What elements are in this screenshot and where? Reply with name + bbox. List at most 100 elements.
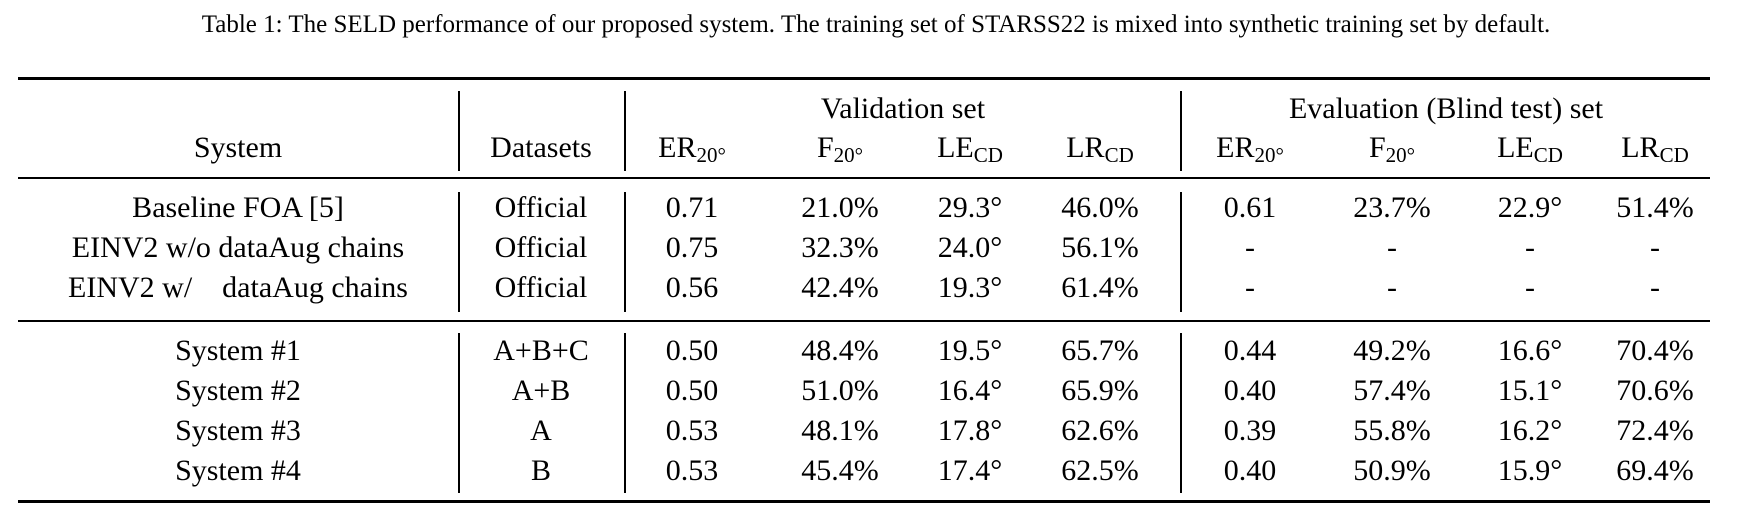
metric-subscript: CD <box>973 143 1003 167</box>
value-cell: - <box>1650 271 1660 304</box>
datasets-column-header: Datasets <box>490 131 592 164</box>
value-cell: 24.0° <box>937 231 1003 264</box>
value-cell: 19.5° <box>937 334 1003 367</box>
value-cell: 15.9° <box>1497 454 1563 487</box>
value-cell: 42.4% <box>801 271 879 304</box>
value-cell: 51.4% <box>1616 191 1694 224</box>
system-cell: EINV2 w/ dataAug chains <box>68 271 408 304</box>
value-cell: 0.39 <box>1223 414 1277 447</box>
value-cell: 22.9° <box>1497 191 1563 224</box>
table-caption: Table 1: The SELD performance of our pro… <box>201 11 1551 38</box>
metric-name: LR <box>1066 131 1105 164</box>
value-cell: 48.1% <box>801 414 879 447</box>
metric-header-evaluation-er: ER20° <box>1216 128 1284 168</box>
value-cell: 0.44 <box>1223 334 1277 367</box>
value-cell: 62.6% <box>1061 414 1139 447</box>
metric-name: LE <box>937 131 974 164</box>
value-cell: 70.4% <box>1616 334 1694 367</box>
value-cell: - <box>1525 271 1535 304</box>
section-rule <box>18 320 1710 322</box>
divider-validation-evaluation <box>1180 333 1182 493</box>
divider-system-datasets <box>458 91 460 171</box>
value-cell: 32.3% <box>801 231 879 264</box>
datasets-cell: Official <box>494 271 588 304</box>
value-cell: 50.9% <box>1353 454 1431 487</box>
datasets-cell: Official <box>494 231 588 264</box>
metric-subscript: 20° <box>696 143 726 167</box>
system-cell: System #3 <box>175 414 301 447</box>
metric-name: LE <box>1497 131 1534 164</box>
metric-subscript: 20° <box>833 143 864 167</box>
evaluation-set-header: Evaluation (Blind test) set <box>1288 92 1604 125</box>
datasets-cell: A <box>530 414 552 447</box>
value-cell: - <box>1387 231 1397 264</box>
metric-header-evaluation-lr: LRCD <box>1621 128 1689 168</box>
metric-name: F <box>816 131 834 164</box>
metric-header-validation-lr: LRCD <box>1066 128 1134 168</box>
value-cell: 51.0% <box>801 374 879 407</box>
divider-system-datasets <box>458 333 460 493</box>
metric-subscript: 20° <box>1254 143 1284 167</box>
header-rule <box>18 177 1710 179</box>
value-cell: - <box>1245 271 1255 304</box>
value-cell: 17.8° <box>937 414 1003 447</box>
value-cell: 0.40 <box>1223 374 1277 407</box>
value-cell: 57.4% <box>1353 374 1431 407</box>
value-cell: - <box>1387 271 1397 304</box>
metric-header-validation-le: LECD <box>937 128 1003 168</box>
value-cell: 19.3° <box>937 271 1003 304</box>
value-cell: 0.56 <box>665 271 719 304</box>
top-rule <box>18 77 1710 80</box>
system-column-header: System <box>193 131 283 164</box>
value-cell: - <box>1525 231 1535 264</box>
value-cell: 16.4° <box>937 374 1003 407</box>
metric-subscript: CD <box>1659 143 1689 167</box>
value-cell: 69.4% <box>1616 454 1694 487</box>
value-cell: 56.1% <box>1061 231 1139 264</box>
value-cell: 0.71 <box>665 191 719 224</box>
value-cell: 0.50 <box>665 374 719 407</box>
divider-validation-evaluation <box>1180 91 1182 171</box>
divider-datasets-validation <box>624 192 626 312</box>
datasets-cell: A+B+C <box>493 334 589 367</box>
system-cell: System #2 <box>175 374 301 407</box>
value-cell: 61.4% <box>1061 271 1139 304</box>
value-cell: 62.5% <box>1061 454 1139 487</box>
metric-header-validation-er: ER20° <box>658 128 726 168</box>
metric-header-validation-f: F20° <box>817 128 863 168</box>
value-cell: 49.2% <box>1353 334 1431 367</box>
metric-subscript: CD <box>1533 143 1563 167</box>
divider-validation-evaluation <box>1180 192 1182 312</box>
value-cell: 0.53 <box>665 414 719 447</box>
value-cell: 70.6% <box>1616 374 1694 407</box>
value-cell: 21.0% <box>801 191 879 224</box>
value-cell: 16.6° <box>1497 334 1563 367</box>
system-cell: System #4 <box>175 454 301 487</box>
divider-system-datasets <box>458 192 460 312</box>
value-cell: 0.53 <box>665 454 719 487</box>
system-cell: System #1 <box>175 334 301 367</box>
value-cell: 45.4% <box>801 454 879 487</box>
datasets-cell: A+B <box>511 374 571 407</box>
value-cell: 17.4° <box>937 454 1003 487</box>
value-cell: 0.61 <box>1223 191 1277 224</box>
value-cell: 48.4% <box>801 334 879 367</box>
value-cell: 55.8% <box>1353 414 1431 447</box>
validation-set-header: Validation set <box>820 92 986 125</box>
metric-subscript: CD <box>1104 143 1134 167</box>
value-cell: 0.75 <box>665 231 719 264</box>
value-cell: - <box>1650 231 1660 264</box>
datasets-cell: B <box>530 454 552 487</box>
metric-header-evaluation-f: F20° <box>1369 128 1415 168</box>
value-cell: 23.7% <box>1353 191 1431 224</box>
value-cell: 29.3° <box>937 191 1003 224</box>
divider-datasets-validation <box>624 333 626 493</box>
metric-subscript: 20° <box>1385 143 1416 167</box>
value-cell: 72.4% <box>1616 414 1694 447</box>
value-cell: 46.0% <box>1061 191 1139 224</box>
bottom-rule <box>18 500 1710 503</box>
datasets-cell: Official <box>494 191 588 224</box>
value-cell: 0.40 <box>1223 454 1277 487</box>
metric-header-evaluation-le: LECD <box>1497 128 1563 168</box>
value-cell: 15.1° <box>1497 374 1563 407</box>
